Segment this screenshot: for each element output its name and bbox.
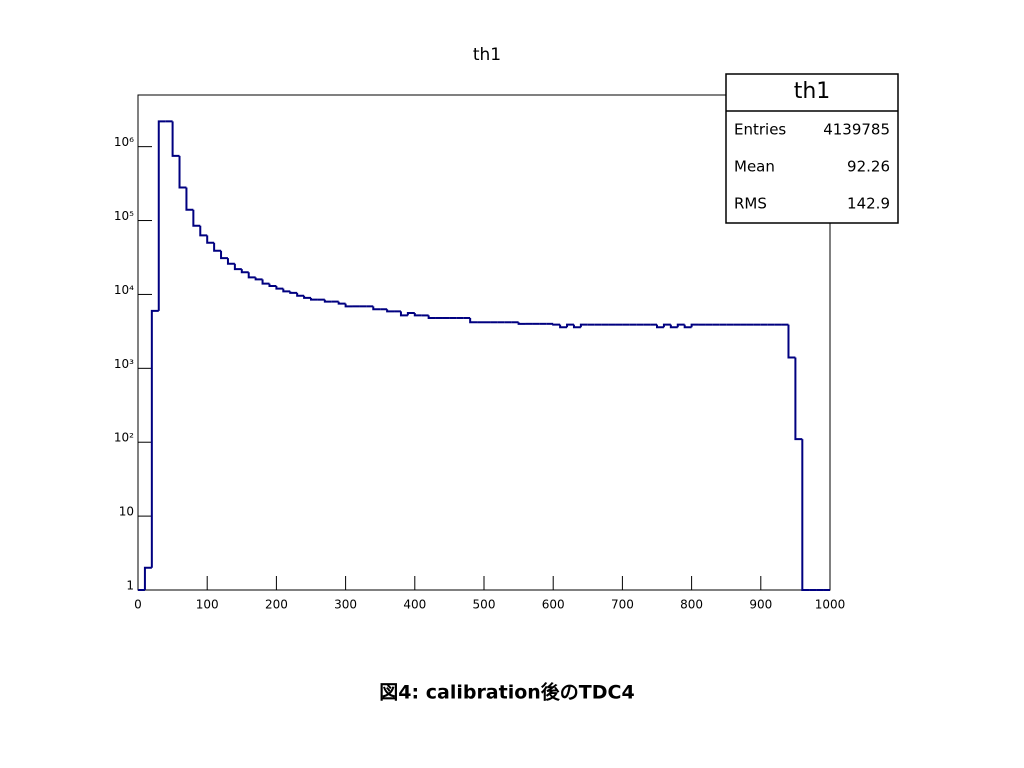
y-tick-label: 10⁶ — [114, 135, 134, 149]
histogram-bin — [794, 357, 803, 441]
x-tick-label: 600 — [542, 598, 565, 612]
histogram-bin — [566, 323, 574, 328]
histogram-bin — [233, 263, 242, 271]
histogram-bin — [303, 295, 311, 299]
histogram-bin — [469, 317, 478, 324]
y-tick-label: 10³ — [114, 357, 134, 371]
stats-value: 142.9 — [847, 195, 890, 213]
histogram-bin — [282, 288, 291, 293]
y-tick-label: 10 — [119, 505, 134, 519]
stats-value: 92.26 — [847, 158, 890, 176]
histogram-bin — [690, 323, 699, 328]
histogram-bin — [372, 306, 381, 311]
histogram-bin — [247, 272, 256, 279]
histogram-bin — [406, 312, 415, 316]
histogram-bin — [676, 323, 685, 328]
histogram-bin — [413, 313, 422, 317]
histogram-bin — [268, 283, 277, 288]
histogram-bin — [337, 301, 346, 305]
histogram-bin — [206, 235, 215, 244]
y-tick-label: 10² — [114, 431, 134, 445]
histogram-bin — [220, 250, 228, 260]
histogram-bin — [289, 291, 298, 294]
stats-frame — [725, 73, 899, 224]
x-tick-label: 300 — [334, 598, 357, 612]
stats-title: th1 — [794, 79, 831, 104]
histogram-bin — [261, 279, 270, 285]
x-tick-label: 0 — [134, 598, 142, 612]
histogram-bin — [323, 299, 332, 303]
x-tick-label: 500 — [473, 598, 496, 612]
x-tick-label: 900 — [749, 598, 772, 612]
histogram-bin — [185, 187, 194, 211]
x-tick-label: 100 — [196, 598, 219, 612]
histogram-bin — [143, 566, 152, 590]
stats-label: Entries — [734, 121, 786, 139]
histogram-bin — [240, 269, 249, 274]
caption: 図4: calibration後のTDC4 — [379, 681, 634, 704]
histogram-bin — [427, 315, 436, 319]
x-tick-label: 800 — [680, 598, 703, 612]
histogram-bin — [213, 242, 222, 252]
histogram-bin — [683, 324, 692, 329]
histogram-bin — [656, 324, 664, 329]
histogram-bin — [150, 309, 159, 568]
histogram-bin — [559, 324, 568, 329]
stats-box: th1 Entries 4139785 Mean 92.26 RMS 142.9 — [725, 73, 899, 224]
histogram-bin — [579, 323, 588, 328]
histogram-bin — [517, 322, 526, 325]
histogram-bin — [310, 297, 318, 301]
histogram-bin — [572, 324, 581, 329]
stats-label: RMS — [734, 195, 767, 213]
histogram-bin — [662, 323, 671, 328]
histogram-bin — [171, 121, 180, 157]
histogram-bin — [344, 303, 353, 308]
histogram-bin — [787, 324, 796, 359]
stats-value: 4139785 — [823, 121, 890, 139]
y-tick-label: 10⁵ — [114, 209, 134, 223]
histogram-bin — [226, 258, 235, 265]
histogram-bin — [178, 155, 187, 189]
histogram-bin — [275, 286, 284, 290]
histogram-bin — [157, 120, 166, 311]
histogram-bin — [199, 225, 208, 237]
x-tick-label: 200 — [265, 598, 288, 612]
histogram-bin — [254, 277, 263, 281]
histogram-bin — [399, 311, 408, 317]
histogram-bin — [801, 439, 810, 591]
histogram-bin — [669, 324, 678, 329]
y-tick-label: 10⁴ — [114, 283, 134, 297]
chart-title: th1 — [473, 45, 501, 65]
histogram-bin — [296, 292, 305, 297]
stats-label: Mean — [734, 158, 775, 176]
histogram-bin — [192, 209, 201, 227]
histogram-bin — [386, 309, 395, 313]
x-tick-label: 1000 — [815, 598, 846, 612]
x-tick-label: 700 — [611, 598, 634, 612]
x-tick-label: 400 — [403, 598, 426, 612]
histogram-bin — [552, 323, 561, 326]
y-tick-label: 1 — [126, 579, 134, 593]
